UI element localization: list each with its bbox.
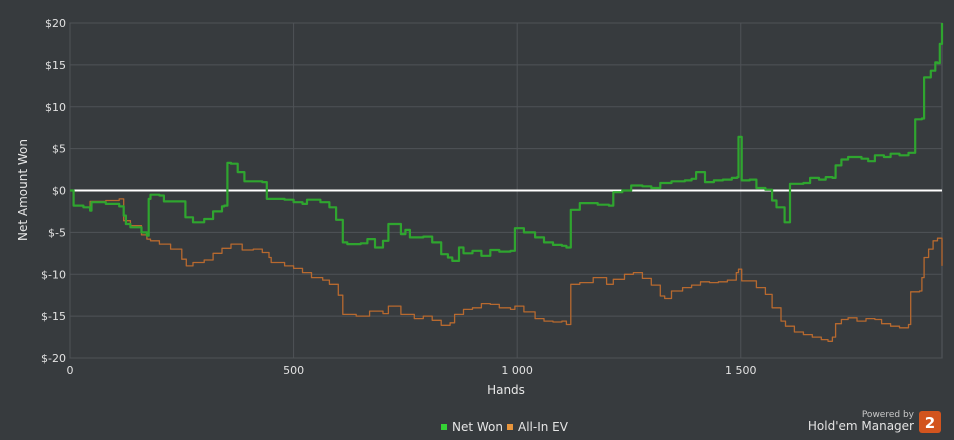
x-tick-label: 500 (283, 364, 304, 377)
legend-label-all-in-ev: All-In EV (518, 420, 569, 434)
series-line-all-in-ev (70, 189, 943, 342)
y-axis-ticks: $20 $15 $10 $5 $0 $-5 $-10 $-15 $-20 (41, 17, 66, 365)
powered-by-label: Powered by (862, 410, 915, 420)
legend-item-all-in-ev[interactable]: All-In EV (507, 420, 569, 434)
logo-badge-icon (919, 411, 941, 433)
x-tick-label: 0 (67, 364, 74, 377)
legend[interactable]: Net Won All-In EV (441, 420, 569, 434)
y-axis-title: Net Amount Won (16, 139, 30, 241)
x-tick-label: 1 500 (725, 364, 757, 377)
legend-swatch-net-won (441, 424, 447, 430)
legend-item-net-won[interactable]: Net Won (441, 420, 503, 434)
logo-badge-number: 2 (925, 414, 935, 432)
y-tick-label: $0 (52, 185, 66, 198)
y-tick-label: $-10 (41, 268, 66, 281)
y-tick-label: $10 (45, 101, 66, 114)
legend-swatch-all-in-ev (507, 424, 513, 430)
y-tick-label: $20 (45, 17, 66, 30)
x-axis-ticks: 0 500 1 000 1 500 (67, 364, 757, 377)
legend-label-net-won: Net Won (452, 420, 503, 434)
x-tick-label: 1 000 (501, 364, 533, 377)
y-tick-label: $-20 (41, 352, 66, 365)
x-axis-title: Hands (487, 383, 525, 397)
series-line-net-won (70, 23, 944, 262)
y-tick-label: $-15 (41, 310, 66, 323)
product-name-label: Hold'em Manager (808, 419, 914, 433)
series-layer (70, 23, 944, 342)
y-tick-label: $15 (45, 59, 66, 72)
y-tick-label: $-5 (48, 226, 66, 239)
y-tick-label: $5 (52, 143, 66, 156)
holdem-manager-logo: Powered by Hold'em Manager 2 (808, 410, 941, 433)
